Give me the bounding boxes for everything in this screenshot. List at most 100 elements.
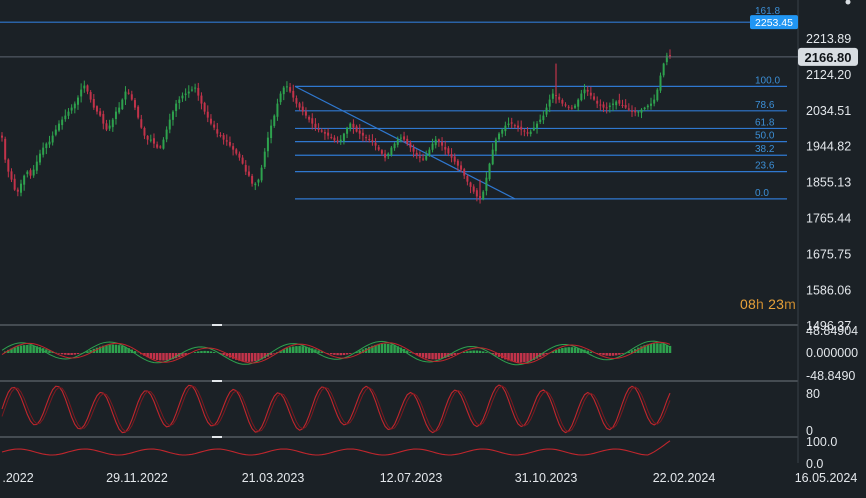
candle-body [488,163,491,180]
candle-body [380,150,383,154]
candle-body [542,115,545,121]
candle-body [599,104,602,106]
candle-body [45,143,48,149]
candle-body [10,171,13,180]
candle-body [517,125,520,128]
candle-body [602,104,605,108]
candle-body [118,107,121,113]
candle-body [260,167,263,181]
candle-body [608,105,611,107]
candle-body [317,128,320,130]
candle-body [67,111,70,116]
candle-body [669,55,671,57]
candle-body [48,141,51,145]
candle-body [596,100,599,104]
candle-body [637,111,640,113]
candle-body [285,86,288,88]
fib-level-label: 38.2 [755,144,775,155]
candle-body [570,107,573,109]
candle-body [475,190,478,197]
fib-level-label: 0.0 [755,188,769,199]
price-tick-label: 1496.37 [806,319,851,333]
price-tick-label: 2124.20 [806,68,851,82]
candle-body [73,103,76,109]
time-tick-label: 22.02.2024 [653,471,716,485]
candle-body [548,99,551,107]
candle-body [501,129,504,134]
candle-body [485,177,488,191]
fib-trend-line [294,85,516,200]
price-tick-label: 1586.06 [806,283,851,297]
candle-body [64,115,67,120]
countdown-hours-unit: h [755,296,764,312]
candle-body [35,161,38,171]
candle-body [456,160,459,166]
macd-signal-line [1,341,671,365]
candle-body [311,118,314,124]
candle-body [653,99,656,104]
price-tick-label: 1944.82 [806,140,851,154]
candle-body [111,119,114,128]
fibonacci-retracement[interactable]: 161.8 100.0 78.6 61.8 50.0 38.2 23.6 0.0 [294,6,787,200]
candle-body [89,92,92,100]
price-tick-label: 2034.51 [806,104,851,118]
candle-body [247,171,250,176]
candle-body [361,132,364,136]
candle-body [102,114,105,124]
candle-body [409,142,412,148]
candle-body [526,132,529,134]
candle-body [276,103,279,117]
current-price-label: 2166.80 [805,50,852,65]
candle-body [577,99,580,107]
candle-body [418,156,421,158]
candle-body [206,111,209,118]
candle-body [181,95,184,99]
candle-body [441,141,444,146]
candle-body [162,139,165,149]
candle-body [494,139,497,152]
candle-body [203,102,206,112]
candle-body [61,119,64,126]
candle-body [574,105,577,108]
candle-body [434,139,437,146]
candle-body [589,92,592,96]
candle-body [605,107,608,109]
candle-body [70,107,73,111]
candle-body [323,132,326,134]
candle-body [295,98,298,104]
candle-body [333,137,336,141]
candle-body [662,63,665,76]
candle-body [143,127,146,136]
candle-body [355,126,358,132]
axes: 2253.45 2166.80 2213.89 2124.20 2034.51 1944.… [0,0,858,485]
candle-body [460,165,463,170]
candle-body [301,106,304,112]
stochastic-axis-label: 0 [806,424,813,438]
candle-body [80,89,83,97]
candle-body [273,115,276,126]
candle-body [178,99,181,104]
candle-body [16,189,19,192]
candle-body [99,111,102,116]
macd-axis-label: 48.84904 [806,324,858,338]
candle-countdown: 08h 23m [740,296,796,312]
candle-body [624,105,627,108]
candle-body [510,122,513,124]
candle-body [412,147,415,152]
candle-body [551,93,554,99]
current-price-badge [798,47,858,66]
candle-body [219,135,222,137]
candle-body [437,139,440,142]
candle-body [659,75,662,91]
candle-body [282,87,285,95]
candle-body [213,124,216,128]
candle-body [95,106,98,112]
fib-level-label: 161.8 [755,6,780,17]
countdown-minutes: 23 [768,296,785,312]
candle-body [114,111,117,119]
candle-body [32,169,35,176]
candle-body [403,136,406,140]
